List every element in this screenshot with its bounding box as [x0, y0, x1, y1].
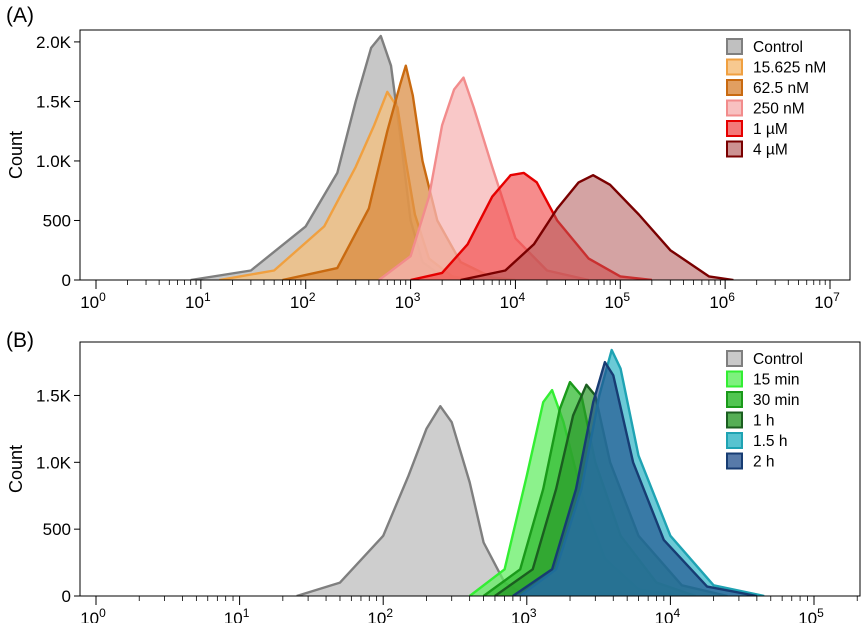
legend-swatch — [726, 38, 743, 55]
y-tick-label: 0 — [62, 271, 71, 290]
y-axis-label: Count — [6, 445, 26, 493]
legend-label: 15 min — [753, 372, 800, 389]
legend-swatch — [726, 140, 743, 158]
x-tick-label: 102 — [367, 606, 393, 623]
legend-swatch — [726, 370, 743, 388]
plot-area — [296, 348, 765, 596]
legend-swatch — [726, 79, 743, 96]
legend-swatch — [726, 58, 743, 76]
x-tick-label: 105 — [798, 606, 824, 623]
legend-swatch — [726, 120, 743, 137]
series-line-5 — [512, 360, 758, 596]
y-tick-label: 0 — [62, 587, 71, 606]
legend-swatch — [726, 432, 743, 449]
x-tick-label: 101 — [185, 290, 211, 312]
x-tick-label: 104 — [655, 606, 681, 623]
legend-swatch — [726, 99, 743, 117]
y-tick-label: 1.5K — [36, 386, 72, 405]
series-area-5 — [512, 362, 757, 596]
legend-label: 1 µM — [753, 121, 788, 138]
legend-label: 30 min — [753, 392, 800, 409]
legend-label: 1 h — [753, 413, 775, 430]
series-line-0 — [296, 405, 528, 596]
x-tick-label: 107 — [814, 290, 840, 312]
series-area-0 — [296, 406, 527, 596]
series-area-3 — [379, 77, 589, 280]
x-tick-label: 103 — [395, 290, 421, 312]
legend-label: 4 µM — [753, 142, 788, 159]
legend-swatch — [726, 350, 743, 367]
series-line-5 — [460, 174, 734, 280]
legend-swatch — [726, 391, 743, 408]
y-tick-label: 1.5K — [36, 92, 72, 111]
series-area-2 — [282, 65, 516, 280]
series-area-5 — [460, 175, 734, 280]
x-tick-label: 104 — [500, 290, 526, 312]
series-area-4 — [410, 172, 652, 280]
x-tick-label: 103 — [511, 606, 537, 623]
x-tick-label: 100 — [80, 290, 106, 312]
legend-label: 15.625 nM — [753, 60, 826, 77]
x-tick-label: 100 — [80, 606, 106, 623]
legend-swatch — [726, 452, 743, 470]
y-tick-label: 500 — [43, 211, 71, 230]
panel-a: (A) 0 500 1.0K 1.5K 2.0K Count 100 101 102 103 104 1… — [6, 4, 851, 312]
legend-label: 62.5 nM — [753, 80, 809, 97]
legend-label: 250 nM — [753, 101, 805, 118]
legend-label: 1.5 h — [753, 433, 787, 450]
legend-label: Control — [753, 351, 803, 368]
legend-swatch — [726, 411, 743, 429]
x-tick-label: 105 — [604, 290, 630, 312]
panel-label: (B) — [6, 329, 34, 352]
x-tick-label: 106 — [709, 290, 735, 312]
legend-label: Control — [753, 39, 803, 56]
y-tick-label: 500 — [43, 520, 71, 539]
x-tick-label: 101 — [224, 606, 250, 623]
panel-label: (A) — [6, 4, 34, 27]
y-axis-label: Count — [6, 131, 26, 179]
legend-label: 2 h — [753, 454, 775, 471]
y-tick-label: 2.0K — [36, 33, 72, 52]
y-tick-label: 1.0K — [36, 152, 72, 171]
x-tick-label: 102 — [290, 290, 316, 312]
y-tick-label: 1.0K — [36, 453, 72, 472]
plot-frame — [79, 29, 851, 281]
plot-area — [190, 34, 734, 280]
panel-b: (B) 0 500 1.0K 1.5K Count 100 101 102 103 104 105 Co… — [6, 329, 861, 623]
